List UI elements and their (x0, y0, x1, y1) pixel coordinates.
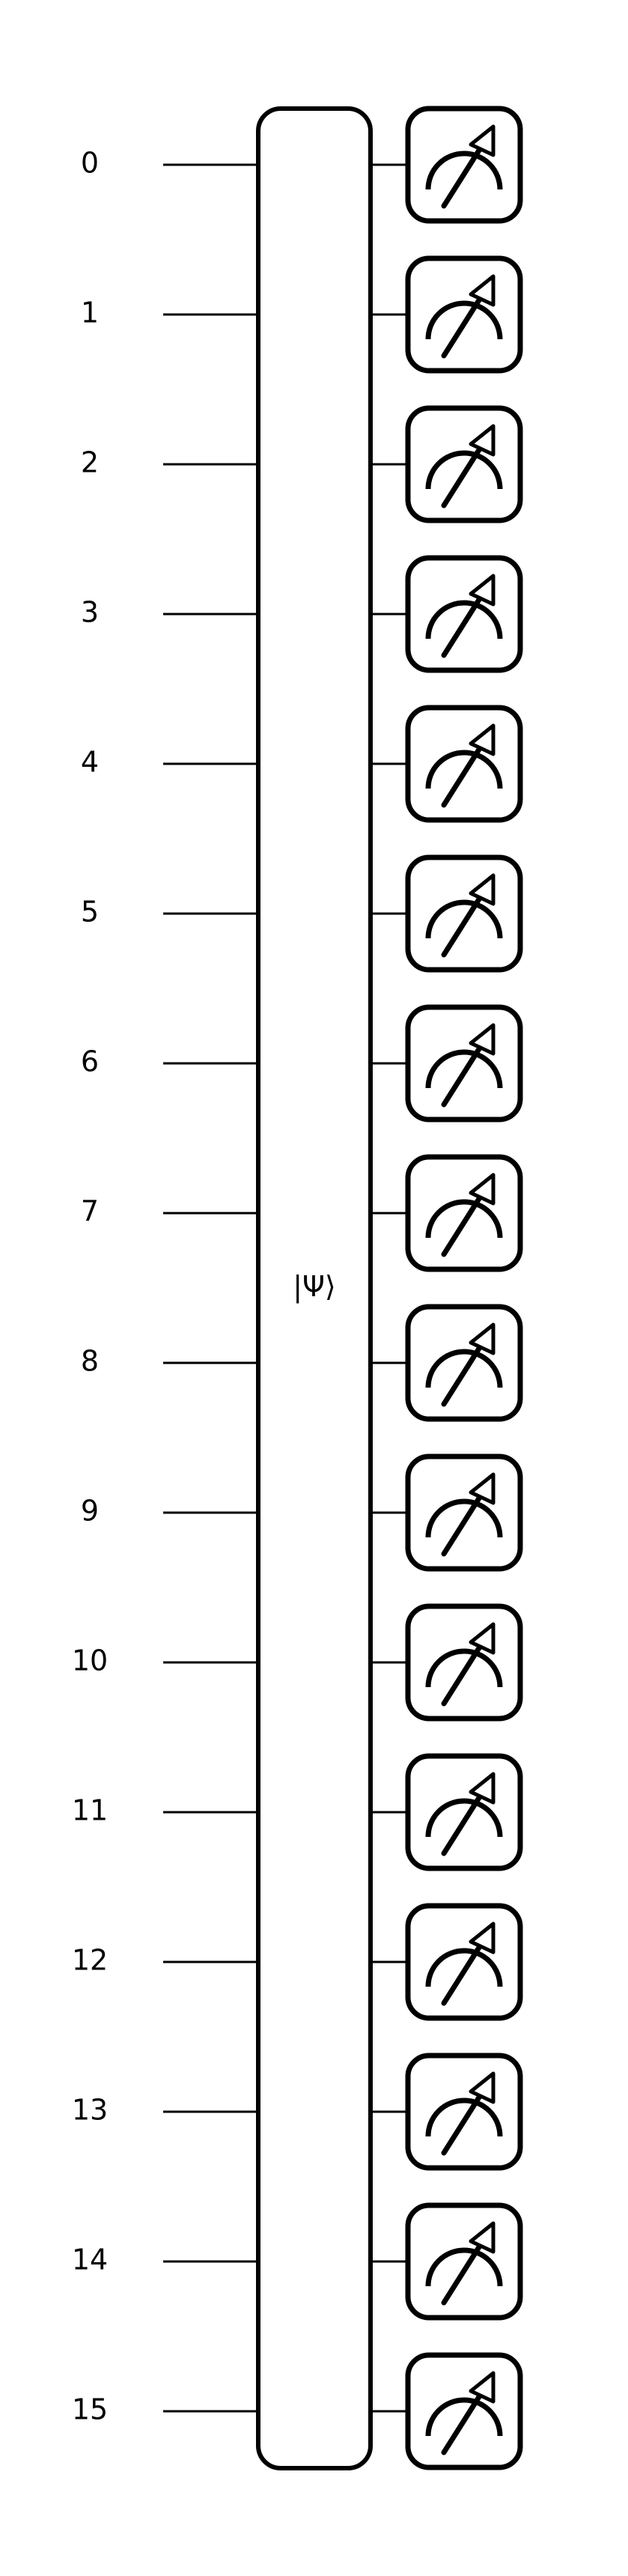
meter-arc (425, 1948, 503, 1987)
meter-icon (405, 1753, 523, 1871)
meter-arc (425, 750, 503, 789)
meter-icon (405, 255, 523, 374)
measurement-box (405, 1004, 523, 1123)
measurement-box (405, 1903, 523, 2021)
state-prep-gate-box (256, 106, 373, 2470)
meter-icon (405, 1154, 523, 1272)
meter-arrowhead (469, 274, 496, 307)
meter-arc (425, 1798, 503, 1838)
wire-label: 10 (72, 1644, 108, 1677)
meter-arrowhead (469, 1772, 496, 1805)
meter-arc (425, 151, 503, 190)
wire-label: 14 (72, 2244, 108, 2276)
wire-label: 7 (81, 1195, 99, 1228)
meter-icon (405, 1603, 523, 1722)
meter-icon (405, 1903, 523, 2021)
wire-label: 11 (72, 1794, 108, 1827)
measurement-box (405, 705, 523, 823)
meter-arrowhead (469, 2071, 496, 2104)
meter-arrowhead (469, 1173, 496, 1206)
meter-arrowhead (469, 873, 496, 906)
wire-label: 4 (81, 746, 99, 779)
meter-arc (425, 1349, 503, 1388)
meter-icon (405, 705, 523, 823)
meter-arc (425, 1199, 503, 1239)
measurement-box (405, 2202, 523, 2321)
measurement-box (405, 555, 523, 673)
meter-icon (405, 405, 523, 523)
meter-icon (405, 2352, 523, 2470)
measurement-box (405, 1154, 523, 1272)
meter-arc (425, 2397, 503, 2437)
meter-arc (425, 2097, 503, 2137)
state-prep-gate: |Ψ⟩ (256, 106, 373, 2470)
meter-arc (425, 1498, 503, 1538)
meter-arrowhead (469, 1922, 496, 1954)
wire-label: 9 (81, 1495, 99, 1528)
meter-arrowhead (469, 2221, 496, 2254)
meter-icon (405, 1004, 523, 1123)
meter-icon (405, 2053, 523, 2171)
measurement-box (405, 405, 523, 523)
meter-arc (425, 1049, 503, 1089)
meter-icon (405, 1304, 523, 1422)
meter-arrowhead (469, 574, 496, 607)
meter-arrowhead (469, 1023, 496, 1056)
meter-icon (405, 854, 523, 973)
meter-arc (425, 2247, 503, 2287)
meter-arrowhead (469, 1322, 496, 1355)
meter-arrowhead (469, 723, 496, 756)
wire-label: 8 (81, 1345, 99, 1378)
wire-label: 3 (81, 596, 99, 629)
wire-label: 12 (72, 1944, 108, 1977)
measurement-box (405, 854, 523, 973)
measurement-box (405, 106, 523, 224)
meter-arrowhead (469, 2371, 496, 2404)
state-prep-gate-label: |Ψ⟩ (293, 1270, 336, 1304)
measurement-box (405, 1603, 523, 1722)
measurement-box (405, 2053, 523, 2171)
meter-icon (405, 555, 523, 673)
meter-arc (425, 300, 503, 340)
wire-label: 2 (81, 446, 99, 479)
meter-arc (425, 450, 503, 490)
wire-label: 15 (72, 2393, 108, 2426)
meter-arrowhead (469, 424, 496, 457)
meter-arrowhead (469, 1622, 496, 1655)
wire-label: 1 (81, 297, 99, 329)
wire-label: 6 (81, 1045, 99, 1078)
meter-icon (405, 106, 523, 224)
meter-icon (405, 2202, 523, 2321)
measurement-box (405, 1453, 523, 1572)
measurement-box (405, 1753, 523, 1871)
meter-arc (425, 600, 503, 640)
measurement-box (405, 1304, 523, 1422)
meter-icon (405, 1453, 523, 1572)
meter-arrowhead (469, 1472, 496, 1505)
measurement-box (405, 255, 523, 374)
meter-arc (425, 1648, 503, 1688)
meter-arrowhead (469, 124, 496, 157)
measurement-box (405, 2352, 523, 2470)
wire-label: 5 (81, 896, 99, 929)
measurements (405, 106, 523, 2470)
wire-label: 13 (72, 2094, 108, 2127)
wire-label: 0 (81, 147, 99, 180)
meter-arc (425, 899, 503, 939)
